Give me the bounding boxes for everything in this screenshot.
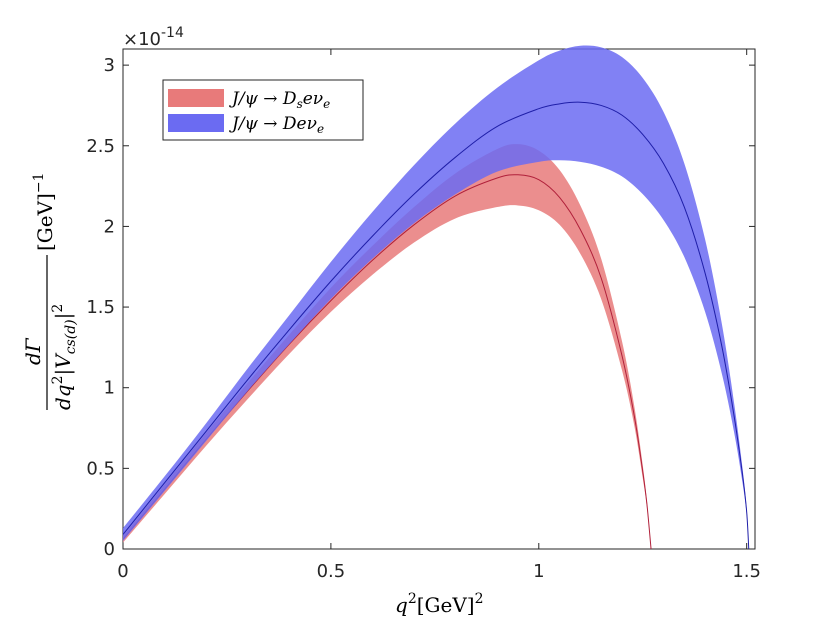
legend-ds-part-2: eν xyxy=(303,89,323,109)
y-tick-label: 0.5 xyxy=(86,458,115,479)
y-axis-ticks: 0 0.5 1 1.5 2 2.5 3 xyxy=(86,55,755,560)
y-label-unit: [GeV]−1 xyxy=(31,172,57,251)
y-tick-label: 2 xyxy=(104,216,115,237)
y-tick-label: 1 xyxy=(104,378,115,399)
x-tick-label: 0.5 xyxy=(317,561,346,582)
y-label-unit-power: −1 xyxy=(31,172,47,193)
y-label-den-abs-close: | xyxy=(51,313,76,320)
legend-label-ds: J/ψ → Dseνe xyxy=(229,89,330,111)
y-label-numerator: dΓ xyxy=(21,337,45,365)
y-tick-label: 0 xyxy=(104,539,115,560)
y-tick-label: 2.5 xyxy=(86,136,115,157)
x-label-power: 2 xyxy=(408,591,417,607)
y-label-unit-text: [GeV] xyxy=(33,193,57,251)
legend-d-part-1: e xyxy=(317,122,324,136)
y-axis-label: dΓ dq2|Vcs(d)|2 [GeV]−1 xyxy=(21,172,79,410)
series-band-1 xyxy=(123,45,749,550)
series-line-0 xyxy=(122,174,652,550)
x-label-unit-power: 2 xyxy=(475,591,484,607)
x-label-base: q xyxy=(395,593,408,617)
x-tick-label: 1.5 xyxy=(732,561,761,582)
x-axis-ticks: 0 0.5 1 1.5 xyxy=(117,49,761,582)
y-exponent-label: ×10-14 xyxy=(123,25,184,50)
y-label-den-power: 2 xyxy=(50,375,66,384)
y-label-denominator: dq2|Vcs(d)|2 xyxy=(50,304,79,410)
legend-swatch-ds xyxy=(168,89,224,107)
y-exponent-base: ×10 xyxy=(123,29,161,50)
y-label-den-abs-power: 2 xyxy=(50,304,66,313)
legend-d-part-0: J/ψ → Deν xyxy=(229,114,317,134)
y-label-den-abs: |V xyxy=(51,352,76,376)
series-line-1 xyxy=(122,101,750,550)
x-tick-label: 1 xyxy=(533,561,544,582)
y-label-den-sub: cs(d) xyxy=(63,319,79,354)
x-axis-label: q2[GeV]2 xyxy=(395,591,484,617)
series-0 xyxy=(122,144,652,550)
y-label-den-main: dq xyxy=(51,384,75,410)
series-1 xyxy=(122,45,750,550)
legend: J/ψ → Dseνe J/ψ → Deνe xyxy=(162,79,364,141)
x-tick-label: 0 xyxy=(117,561,128,582)
legend-ds-part-0: J/ψ → D xyxy=(229,89,297,109)
legend-ds-part-1: s xyxy=(297,97,303,111)
y-tick-label: 3 xyxy=(104,55,115,76)
legend-label-d: J/ψ → Deνe xyxy=(229,114,324,136)
legend-ds-part-3: e xyxy=(323,97,330,111)
series-layer xyxy=(122,45,750,550)
y-tick-label: 1.5 xyxy=(86,297,115,318)
y-exponent-power: -14 xyxy=(161,25,184,41)
x-label-unit: [GeV] xyxy=(417,593,475,617)
legend-swatch-d xyxy=(168,114,224,132)
